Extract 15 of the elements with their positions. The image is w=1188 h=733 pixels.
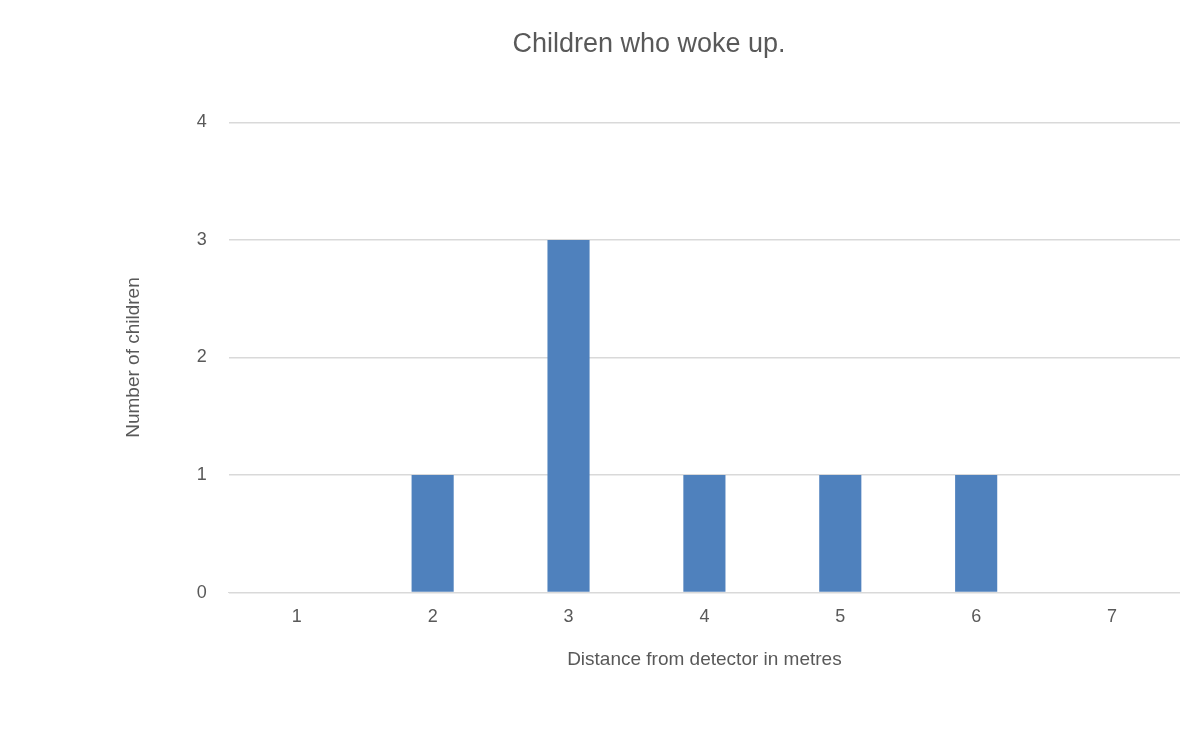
x-tick-label: 5 bbox=[835, 606, 846, 627]
x-tick-label: 1 bbox=[291, 606, 302, 627]
x-tick-label: 3 bbox=[563, 606, 574, 627]
chart-title: Children who woke up. bbox=[512, 27, 786, 58]
y-tick-label: 1 bbox=[196, 464, 207, 485]
y-tick-label: 2 bbox=[196, 346, 207, 367]
y-tick-label: 3 bbox=[196, 228, 207, 249]
x-axis-title: Distance from detector in metres bbox=[567, 647, 842, 669]
y-tick-label: 4 bbox=[196, 111, 207, 132]
x-tick-label: 6 bbox=[971, 606, 982, 627]
y-axis-title: Number of children bbox=[121, 277, 143, 438]
x-tick-label: 4 bbox=[699, 606, 710, 627]
x-tick-label: 2 bbox=[427, 606, 438, 627]
y-tick-label: 0 bbox=[196, 581, 207, 602]
x-tick-label: 7 bbox=[1107, 606, 1118, 627]
